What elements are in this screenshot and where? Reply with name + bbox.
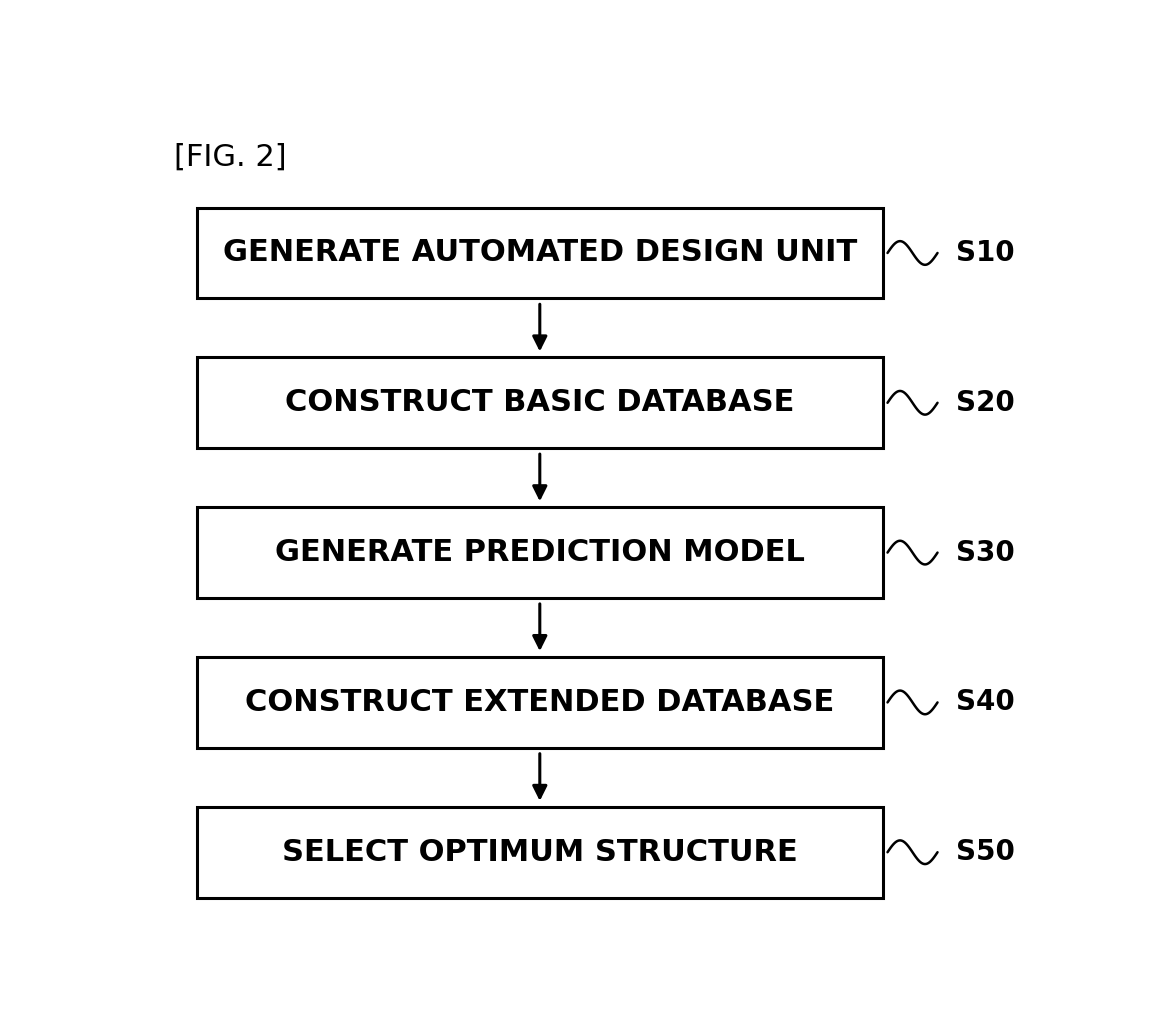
- Text: S20: S20: [956, 389, 1015, 417]
- Text: S10: S10: [956, 239, 1015, 267]
- Text: SELECT OPTIMUM STRUCTURE: SELECT OPTIMUM STRUCTURE: [282, 838, 798, 866]
- Bar: [197, 208, 883, 298]
- Text: CONSTRUCT EXTENDED DATABASE: CONSTRUCT EXTENDED DATABASE: [245, 688, 834, 717]
- Bar: [197, 357, 883, 449]
- Text: S50: S50: [956, 839, 1015, 866]
- Text: S30: S30: [956, 539, 1015, 566]
- Text: CONSTRUCT BASIC DATABASE: CONSTRUCT BASIC DATABASE: [285, 388, 794, 418]
- Text: GENERATE AUTOMATED DESIGN UNIT: GENERATE AUTOMATED DESIGN UNIT: [223, 239, 857, 267]
- Bar: [197, 507, 883, 598]
- Text: GENERATE PREDICTION MODEL: GENERATE PREDICTION MODEL: [274, 538, 805, 567]
- Text: [FIG. 2]: [FIG. 2]: [174, 142, 286, 172]
- Text: S40: S40: [956, 688, 1015, 717]
- Bar: [197, 657, 883, 748]
- Bar: [197, 807, 883, 898]
